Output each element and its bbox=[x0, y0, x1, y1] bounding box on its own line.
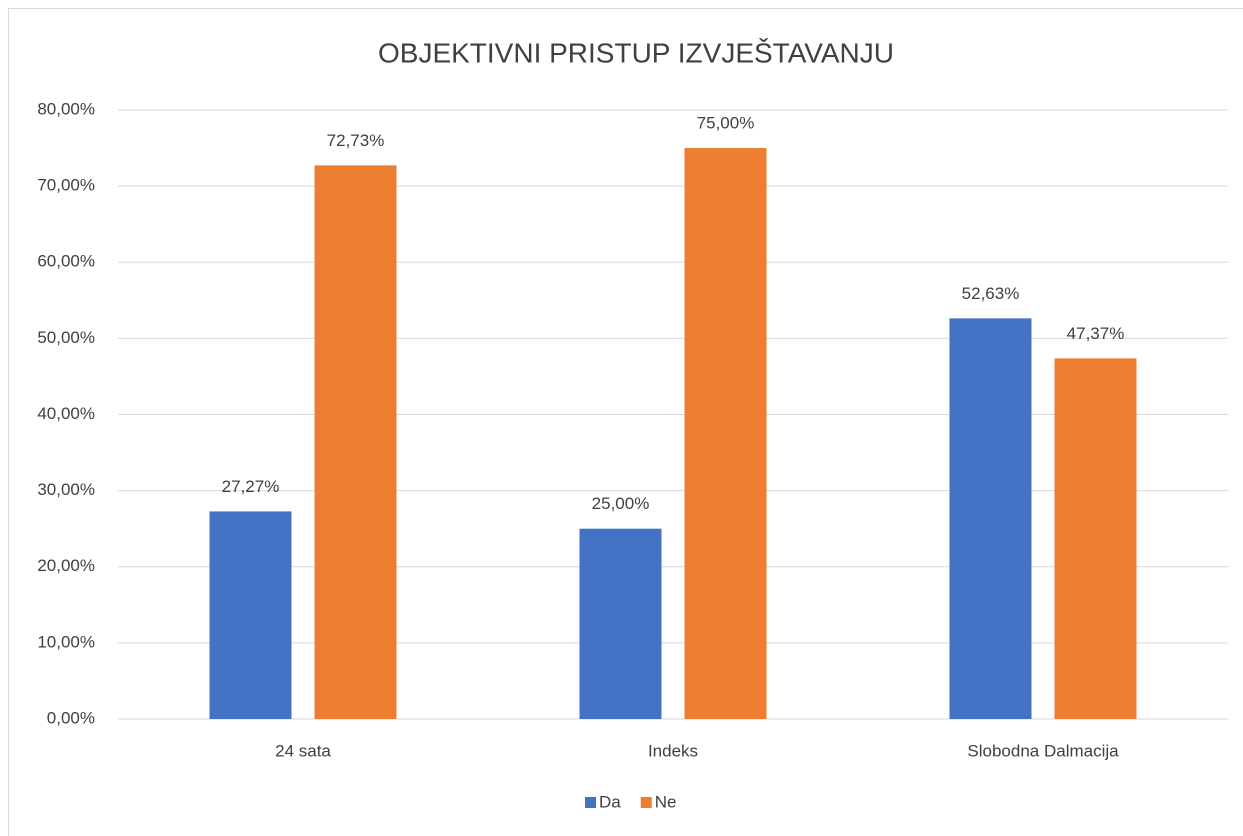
y-tick-label: 10,00% bbox=[37, 632, 95, 651]
y-tick-label: 0,00% bbox=[47, 708, 95, 727]
bar bbox=[684, 148, 767, 719]
data-label: 72,73% bbox=[327, 131, 385, 150]
data-label: 75,00% bbox=[697, 114, 755, 133]
y-tick-label: 80,00% bbox=[37, 99, 95, 118]
data-label: 47,37% bbox=[1067, 324, 1125, 343]
y-tick-label: 70,00% bbox=[37, 176, 95, 195]
legend-swatch bbox=[640, 797, 652, 808]
bar bbox=[579, 528, 662, 719]
x-tick-label: Slobodna Dalmacija bbox=[967, 741, 1119, 760]
y-tick-label: 30,00% bbox=[37, 480, 95, 499]
legend-swatch bbox=[585, 797, 596, 808]
y-tick-label: 60,00% bbox=[37, 252, 95, 271]
y-tick-label: 50,00% bbox=[37, 328, 95, 347]
data-label: 27,27% bbox=[222, 477, 280, 496]
chart-title: OBJEKTIVNI PRISTUP IZVJEŠTAVANJU bbox=[378, 37, 894, 68]
bar bbox=[314, 165, 397, 719]
y-tick-label: 40,00% bbox=[37, 404, 95, 423]
y-tick-label: 20,00% bbox=[37, 556, 95, 575]
data-label: 25,00% bbox=[592, 494, 650, 513]
x-tick-label: Indeks bbox=[648, 741, 698, 760]
legend-label: Ne bbox=[655, 792, 677, 811]
legend-label: Da bbox=[599, 792, 621, 811]
bar bbox=[209, 511, 292, 719]
data-label: 52,63% bbox=[962, 284, 1020, 303]
x-tick-label: 24 sata bbox=[275, 741, 331, 760]
bar bbox=[1054, 358, 1137, 719]
bar bbox=[949, 318, 1032, 719]
